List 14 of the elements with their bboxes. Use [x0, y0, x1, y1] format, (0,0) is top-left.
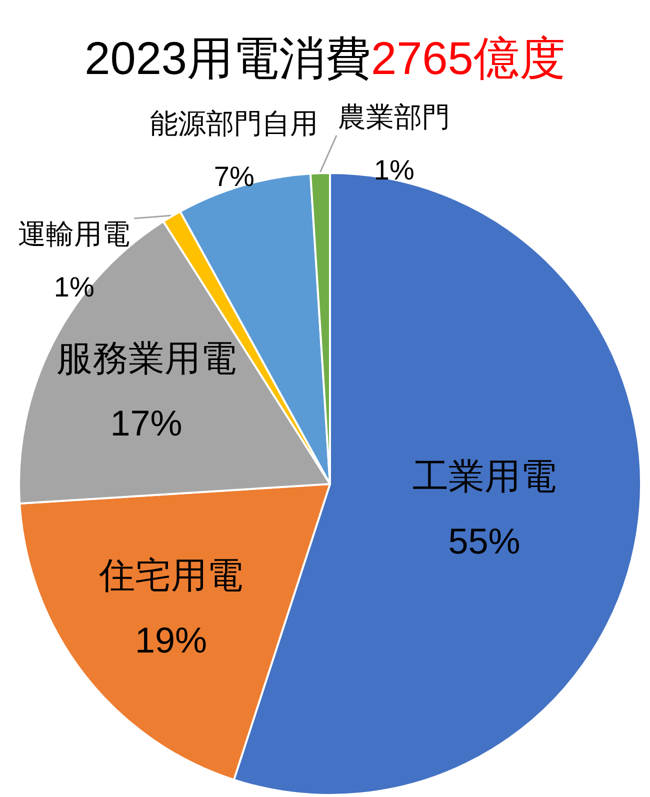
data-label: 1% [54, 271, 94, 302]
slice-label: 能源部門自用 [150, 108, 318, 140]
slice-label: 住宅用電 [98, 554, 244, 596]
chart-subtitle: 2765億度 [370, 32, 566, 84]
slice-label: 工業用電 [412, 455, 556, 496]
data-label: 7% [214, 161, 254, 192]
slice-label: 運輸用電 [18, 218, 130, 250]
chart-title: 2023用電消費 [84, 32, 372, 84]
slice-label: 農業部門 [338, 101, 450, 132]
data-label: 55% [448, 520, 520, 562]
data-label: 17% [110, 402, 182, 444]
data-label: 19% [134, 619, 208, 660]
data-label: 1% [374, 154, 414, 186]
slice-label: 服務業用電 [56, 337, 236, 378]
